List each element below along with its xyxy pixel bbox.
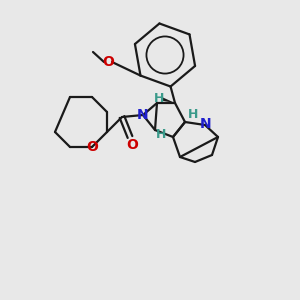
Polygon shape [161,97,175,103]
Text: O: O [102,55,114,69]
Text: N: N [200,117,212,131]
Text: N: N [137,108,149,122]
Text: O: O [126,138,138,152]
Text: O: O [86,140,98,154]
Text: H: H [156,128,166,142]
Text: H: H [154,92,164,104]
Text: H: H [188,107,198,121]
